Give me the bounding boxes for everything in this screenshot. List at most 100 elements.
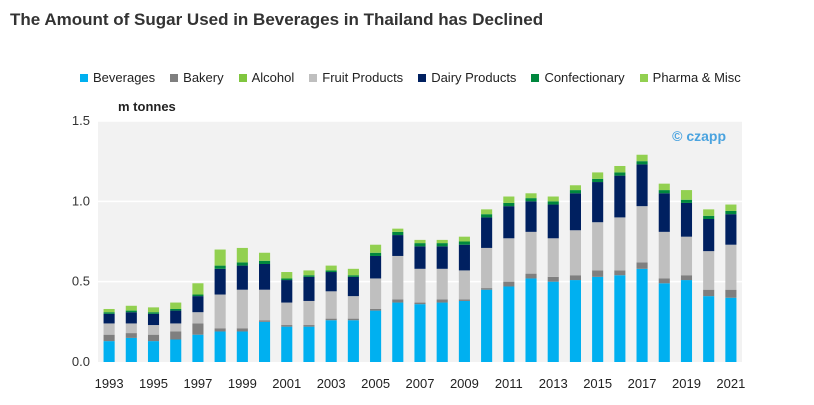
bar-segment xyxy=(281,326,293,362)
bar-segment xyxy=(236,247,248,263)
bar-segment xyxy=(592,178,604,183)
bar-segment xyxy=(325,318,337,321)
bar-segment xyxy=(192,283,204,295)
bar-segment xyxy=(503,281,515,287)
bar-segment xyxy=(259,263,271,290)
bar-segment xyxy=(614,275,626,362)
legend-item: Pharma & Misc xyxy=(639,70,741,85)
legend-label: Bakery xyxy=(183,70,224,85)
bar-segment xyxy=(547,204,559,239)
x-tick-label: 1999 xyxy=(228,376,257,391)
bar-segment xyxy=(569,193,581,231)
bar-segment xyxy=(458,241,470,245)
bar-segment xyxy=(592,172,604,179)
bar-segment xyxy=(614,175,626,218)
x-tick-label: 2009 xyxy=(450,376,479,391)
legend-swatch xyxy=(309,73,318,82)
bar-segment xyxy=(147,313,160,326)
bar-segment xyxy=(236,289,248,329)
bar-segment xyxy=(170,331,182,340)
bar-segment xyxy=(703,219,715,252)
y-tick-label: 0.5 xyxy=(72,274,90,289)
bar-segment xyxy=(347,320,359,362)
bar-segment xyxy=(636,161,648,165)
bar-segment xyxy=(481,289,493,362)
bar-segment xyxy=(658,278,670,284)
x-tick-label: 2019 xyxy=(672,376,701,391)
bar-segment xyxy=(103,334,115,342)
bar-segment xyxy=(592,222,604,271)
bar-segment xyxy=(214,294,226,329)
bar-segment xyxy=(281,325,293,327)
x-tick-label: 2021 xyxy=(716,376,745,391)
bar-segment xyxy=(547,201,559,205)
bar-segment xyxy=(147,325,160,335)
bar-segment xyxy=(636,268,648,362)
bar-segment xyxy=(658,183,670,191)
bar-segment xyxy=(414,243,426,247)
watermark: © czapp xyxy=(672,128,726,144)
bar-segment xyxy=(503,202,515,207)
bar-segment xyxy=(436,239,448,244)
bar-segment xyxy=(147,307,160,313)
bar-segment xyxy=(481,247,493,289)
bar-segment xyxy=(259,320,271,322)
bar-segment xyxy=(347,296,359,319)
legend-swatch xyxy=(531,73,540,82)
bar-segment xyxy=(103,341,115,362)
bar-segment xyxy=(303,276,315,301)
bar-segment xyxy=(259,260,271,264)
bar-segment xyxy=(481,217,493,248)
bar-segment xyxy=(725,210,737,215)
bar-segment xyxy=(569,190,581,194)
bar-segment xyxy=(192,296,204,313)
legend-item: Dairy Products xyxy=(418,70,516,85)
bar-segment xyxy=(458,236,470,242)
bar-segment xyxy=(547,238,559,277)
bar-segment xyxy=(458,244,470,271)
legend-label: Confectionary xyxy=(544,70,625,85)
bar-segment xyxy=(192,294,204,297)
legend-swatch xyxy=(238,73,247,82)
x-tick-label: 2015 xyxy=(583,376,612,391)
bar-segment xyxy=(125,310,137,313)
bar-segment xyxy=(680,190,693,200)
legend-swatch xyxy=(639,73,648,82)
bar-segment xyxy=(414,302,426,305)
legend-label: Alcohol xyxy=(251,70,295,85)
bar-segment xyxy=(592,182,604,223)
bar-segment xyxy=(303,275,315,277)
bar-segment xyxy=(303,326,315,362)
legend-label: Pharma & Misc xyxy=(652,70,741,85)
bar-segment xyxy=(392,228,404,232)
bar-segment xyxy=(547,276,559,282)
legend-item: Fruit Products xyxy=(309,70,403,85)
y-tick-label: 0.0 xyxy=(72,354,90,369)
bar-segment xyxy=(436,299,448,303)
bar-segment xyxy=(525,201,537,232)
bar-segment xyxy=(192,334,204,362)
bar-segment xyxy=(503,286,515,362)
bar-segment xyxy=(703,289,715,297)
bar-segment xyxy=(725,214,737,245)
bar-segment xyxy=(347,268,359,276)
bar-segment xyxy=(703,209,715,216)
bar-segment xyxy=(125,323,137,334)
bar-segment xyxy=(147,312,160,314)
bar-segment xyxy=(436,302,448,362)
bar-segment xyxy=(259,321,271,362)
bar-segment xyxy=(392,255,404,300)
x-tick-label: 2017 xyxy=(628,376,657,391)
x-tick-label: 1993 xyxy=(95,376,124,391)
bar-segment xyxy=(569,230,581,276)
bar-segment xyxy=(281,302,293,326)
bar-segment xyxy=(325,272,337,292)
x-tick-label: 2001 xyxy=(272,376,301,391)
bar-segment xyxy=(303,300,315,326)
bar-segment xyxy=(347,275,359,277)
bar-segment xyxy=(569,185,581,191)
x-tick-label: 2011 xyxy=(495,376,523,391)
bar-segment xyxy=(436,246,448,269)
bar-segment xyxy=(436,243,448,247)
